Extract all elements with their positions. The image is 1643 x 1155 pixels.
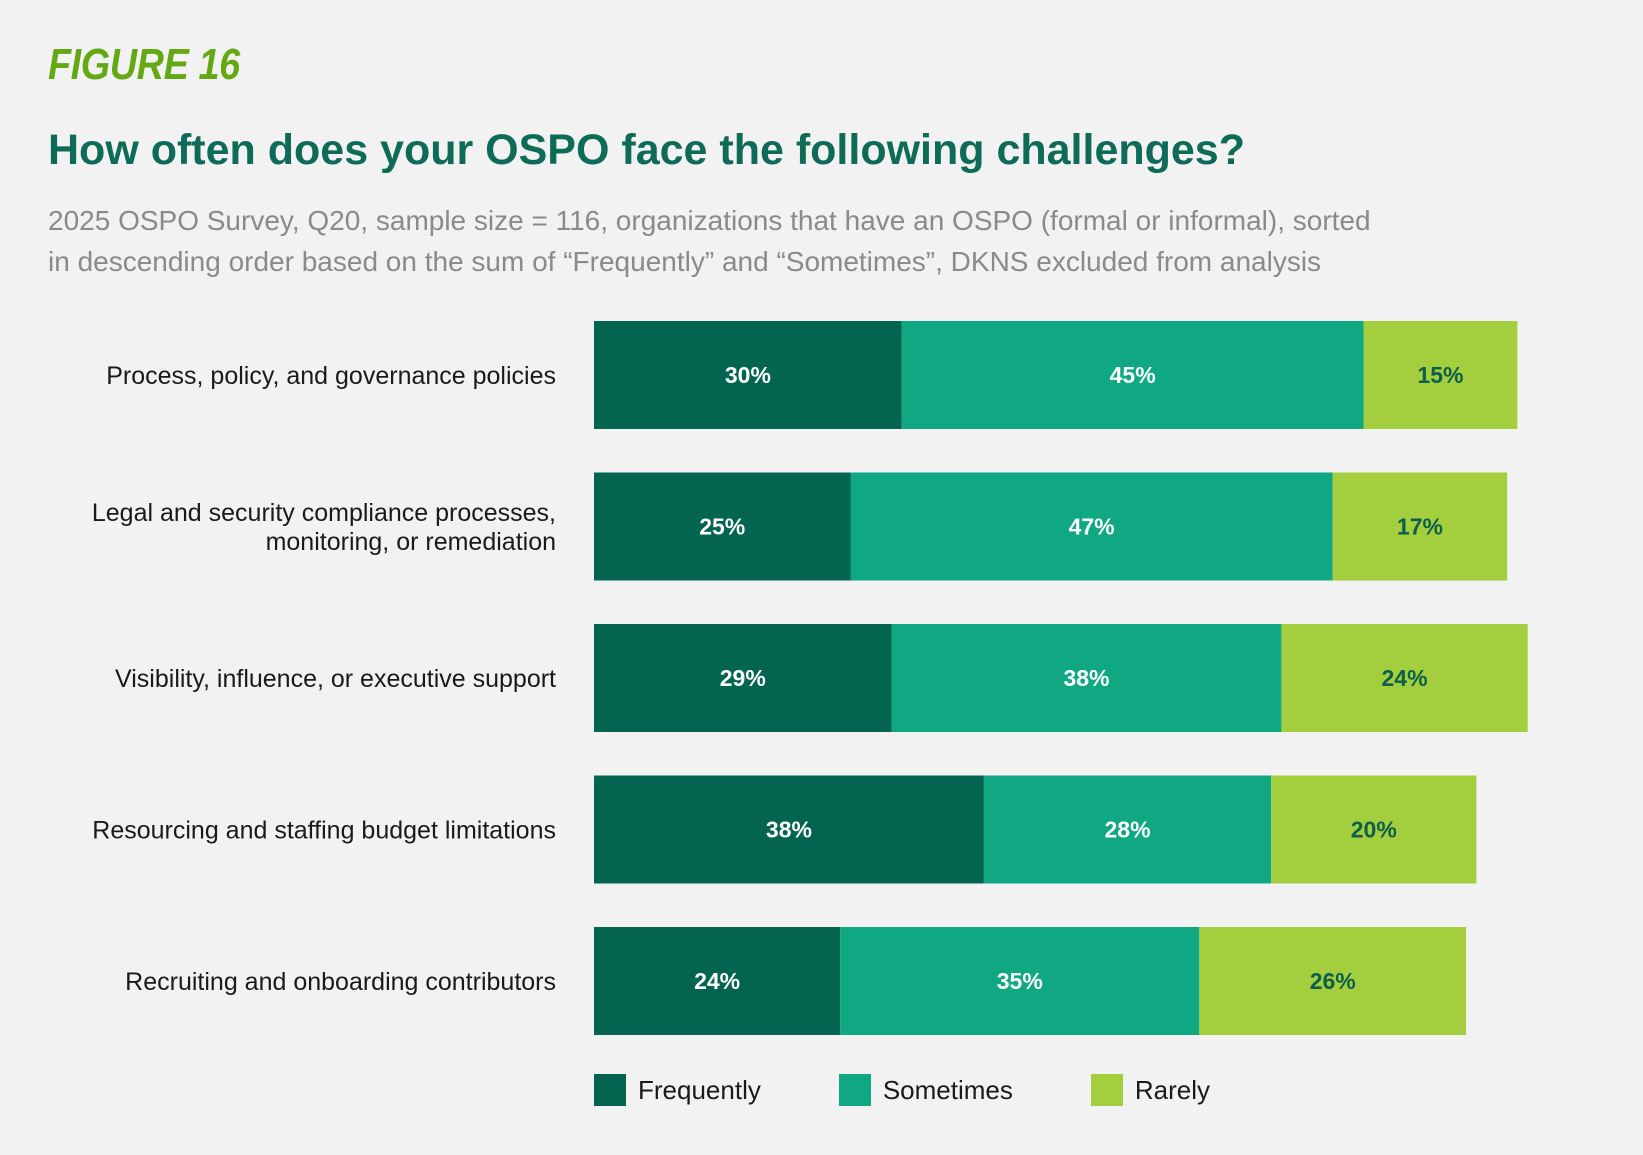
legend-label-rarely: Rarely (1134, 1074, 1211, 1105)
chart-legend: Frequently Sometimes Rarely (594, 1074, 1288, 1106)
category-label: Legal and security compliance processes,… (92, 499, 556, 556)
bar-segment-frequently (594, 775, 984, 884)
legend-swatch-rarely (1090, 1074, 1123, 1106)
category-label: Process, policy, and governance policies (106, 362, 556, 390)
data-label: 25% (699, 514, 745, 540)
category-label: Resourcing and staffing budget limitatio… (92, 817, 556, 845)
bar-segment-sometimes (901, 321, 1364, 429)
figure-label: FIGURE 16 (48, 40, 240, 89)
bar-segment-sometimes (983, 775, 1272, 884)
data-label: 45% (1110, 362, 1156, 388)
data-label: 35% (997, 968, 1043, 994)
category-label: Recruiting and onboarding contributors (125, 968, 556, 996)
bar-segment-sometimes (850, 472, 1333, 581)
bar-segment-frequently (594, 927, 841, 1035)
bar-segment-frequently (594, 624, 892, 732)
bar-segment-rarely (1199, 927, 1467, 1035)
data-label: 29% (720, 665, 766, 691)
data-label: 38% (766, 817, 812, 843)
bar-segment-rarely (1281, 624, 1528, 732)
legend-item-sometimes: Sometimes (838, 1074, 1013, 1106)
data-label: 26% (1310, 968, 1356, 994)
data-label: 30% (725, 362, 771, 388)
data-label: 24% (694, 968, 740, 994)
legend-swatch-frequently (594, 1074, 626, 1106)
data-label: 47% (1069, 514, 1115, 540)
legend-item-frequently: Frequently (594, 1074, 761, 1106)
bar-segment-sometimes (891, 624, 1282, 732)
bar-segment-frequently (594, 321, 902, 429)
legend-label-sometimes: Sometimes (882, 1074, 1013, 1105)
data-label: 38% (1063, 665, 1109, 691)
data-label: 24% (1382, 665, 1428, 691)
bar-segment-frequently (594, 472, 851, 581)
chart-title: How often does your OSPO face the follow… (48, 126, 1245, 174)
bar-segment-rarely (1332, 472, 1508, 581)
data-label: 20% (1351, 817, 1397, 843)
bar-segment-rarely (1363, 321, 1518, 429)
data-label: 15% (1417, 362, 1463, 388)
legend-item-rarely: Rarely (1090, 1074, 1211, 1106)
subtitle-line-2: in descending order based on the sum of … (48, 246, 1322, 277)
chart-subtitle: 2025 OSPO Survey, Q20, sample size = 116… (48, 200, 1608, 282)
category-label: Visibility, influence, or executive supp… (115, 665, 556, 693)
data-label: 28% (1104, 817, 1150, 843)
legend-label-frequently: Frequently (638, 1074, 761, 1105)
stacked-bar-chart: Process, policy, and governance policies… (92, 321, 1528, 1035)
subtitle-line-1: 2025 OSPO Survey, Q20, sample size = 116… (48, 205, 1371, 236)
bar-segment-sometimes (840, 927, 1200, 1035)
bar-segment-rarely (1271, 775, 1477, 884)
data-label: 17% (1397, 514, 1443, 540)
legend-swatch-sometimes (838, 1074, 871, 1106)
